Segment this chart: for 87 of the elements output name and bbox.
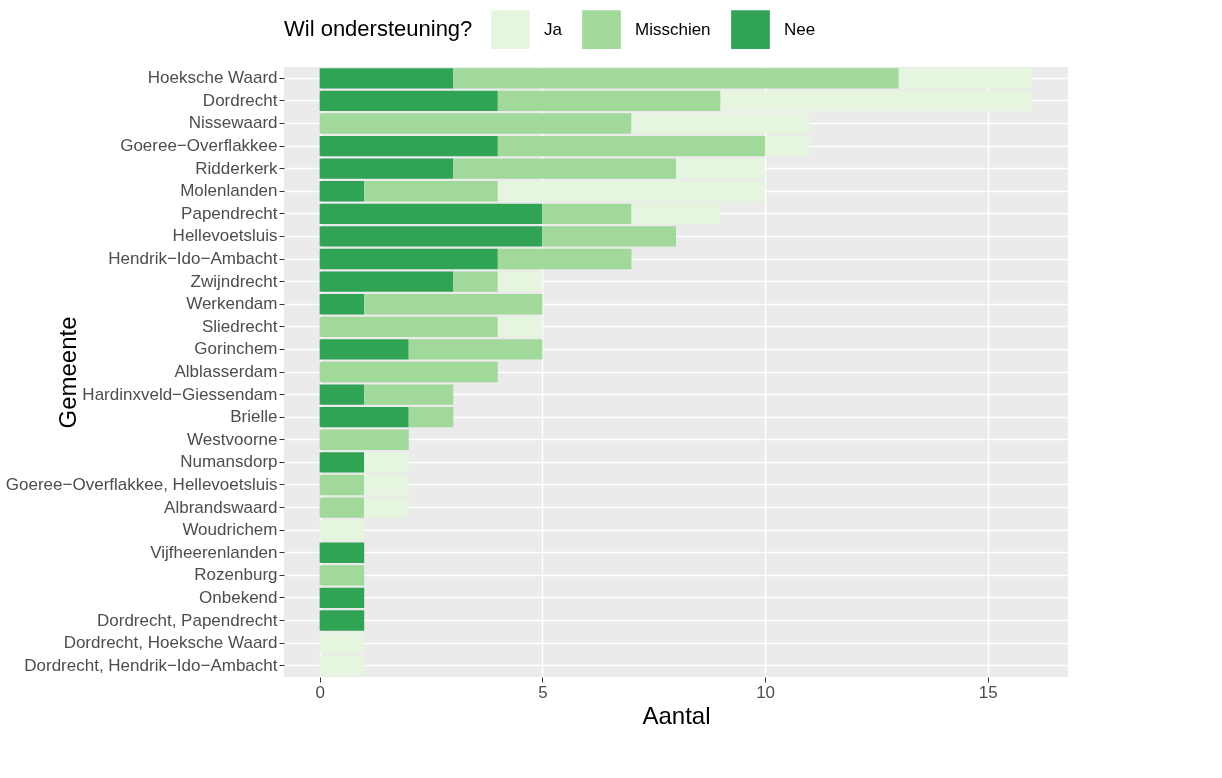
bar bbox=[408, 339, 543, 360]
y-tick-label: Dordrecht, Papendrecht bbox=[97, 610, 278, 630]
bar bbox=[319, 68, 454, 89]
y-tick-label: Papendrecht bbox=[181, 203, 278, 223]
y-tick-label: Goeree−Overflakkee bbox=[120, 136, 278, 156]
y-tick-label: Woudrichem bbox=[182, 520, 278, 540]
y-tick-label: Rozenburg bbox=[194, 565, 278, 585]
legend-label: Ja bbox=[544, 19, 563, 39]
bar bbox=[676, 158, 766, 179]
y-tick-label: Werkendam bbox=[186, 294, 278, 314]
x-tick-label: 10 bbox=[756, 682, 776, 702]
y-tick-label: Brielle bbox=[230, 407, 278, 427]
y-tick-label: Dordrecht, Hoeksche Waard bbox=[63, 633, 278, 653]
bar bbox=[319, 519, 365, 541]
y-tick-label: Dordrecht, Hendrik−Ido−Ambacht bbox=[24, 655, 278, 675]
bar bbox=[319, 429, 409, 450]
bar bbox=[497, 181, 766, 202]
bar bbox=[319, 497, 365, 518]
x-tick-label: 0 bbox=[315, 682, 325, 702]
bar bbox=[364, 474, 409, 496]
y-tick-label: Sliedrecht bbox=[201, 316, 278, 336]
legend-title: Wil ondersteuning? bbox=[284, 16, 473, 41]
y-tick-label: Hendrik−Ido−Ambacht bbox=[108, 249, 278, 269]
bar bbox=[453, 158, 676, 179]
y-axis-title: Gemeente bbox=[53, 316, 81, 429]
y-tick-label: Vijfheerenlanden bbox=[150, 542, 278, 562]
bar bbox=[319, 632, 365, 654]
bar bbox=[319, 90, 498, 112]
bar bbox=[364, 452, 409, 473]
bar bbox=[364, 294, 543, 315]
y-tick-label: Molenlanden bbox=[180, 181, 278, 201]
bar bbox=[319, 384, 365, 405]
bar bbox=[542, 226, 676, 247]
bar bbox=[542, 203, 632, 225]
bar bbox=[453, 68, 899, 89]
bar bbox=[453, 271, 498, 292]
bar bbox=[720, 90, 1033, 112]
y-tick-label: Albrandswaard bbox=[164, 497, 278, 517]
bar bbox=[319, 226, 543, 247]
bar bbox=[364, 497, 409, 518]
bar bbox=[319, 158, 454, 179]
bar bbox=[631, 203, 721, 225]
bar bbox=[364, 384, 454, 405]
bar bbox=[319, 135, 498, 157]
bar bbox=[319, 294, 365, 315]
bar bbox=[497, 316, 543, 337]
bar bbox=[319, 610, 365, 631]
y-tick-label: Hardinxveld−Giessendam bbox=[82, 384, 278, 404]
bar bbox=[319, 181, 365, 202]
bar bbox=[319, 113, 632, 134]
bar bbox=[319, 565, 365, 586]
bar bbox=[319, 339, 409, 360]
y-tick-label: Hellevoetsluis bbox=[172, 226, 278, 246]
bar bbox=[408, 407, 454, 428]
x-tick-label: 15 bbox=[978, 682, 998, 702]
bar bbox=[497, 135, 766, 157]
bar bbox=[319, 407, 409, 428]
y-tick-label: Westvoorne bbox=[187, 429, 278, 449]
bar bbox=[319, 474, 365, 496]
legend-label: Misschien bbox=[635, 19, 711, 39]
bar bbox=[497, 271, 543, 292]
y-tick-label: Onbekend bbox=[199, 587, 278, 607]
y-tick-label: Nissewaard bbox=[188, 113, 278, 133]
bar bbox=[319, 271, 454, 292]
bar bbox=[319, 203, 543, 225]
x-tick-label: 5 bbox=[538, 682, 548, 702]
bar bbox=[497, 90, 721, 112]
y-tick-label: Zwijndrecht bbox=[190, 271, 278, 291]
bar bbox=[319, 361, 498, 383]
bar bbox=[497, 248, 632, 270]
y-tick-label: Gorinchem bbox=[194, 339, 278, 359]
y-tick-label: Goeree−Overflakkee, Hellevoetsluis bbox=[5, 474, 278, 494]
bar bbox=[765, 135, 810, 157]
bar bbox=[319, 587, 365, 609]
legend-label: Nee bbox=[784, 19, 816, 39]
bar bbox=[364, 181, 498, 202]
x-axis-title: Aantal bbox=[642, 701, 711, 729]
y-tick-label: Ridderkerk bbox=[195, 158, 278, 178]
y-tick-label: Alblasserdam bbox=[174, 362, 278, 381]
bar bbox=[631, 113, 810, 134]
bar bbox=[319, 316, 498, 337]
y-tick-label: Numansdorp bbox=[180, 452, 278, 472]
y-tick-label: Dordrecht bbox=[202, 90, 278, 110]
bar bbox=[319, 452, 365, 473]
bar bbox=[319, 248, 498, 270]
bar bbox=[319, 542, 365, 563]
y-tick-label: Hoeksche Waard bbox=[147, 68, 278, 88]
